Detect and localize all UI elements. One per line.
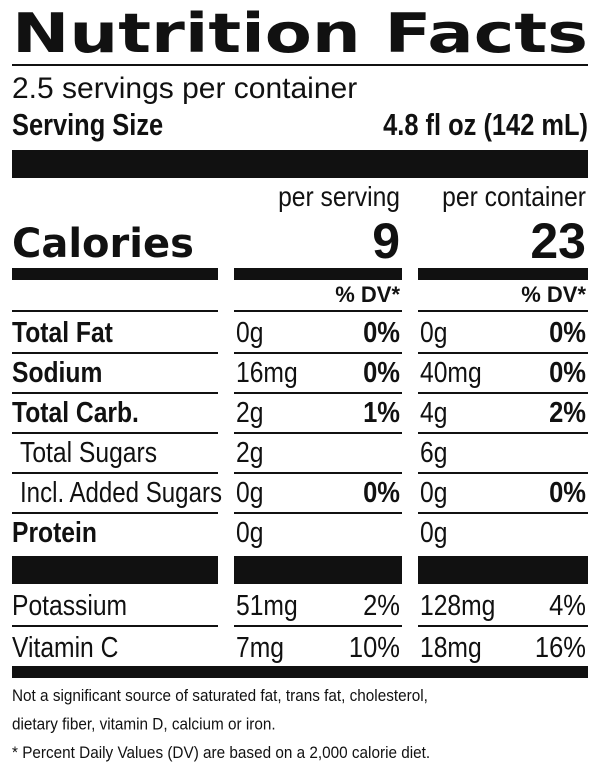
amount: 128mg — [420, 590, 495, 622]
rule — [234, 432, 402, 434]
amount: 6g — [420, 437, 447, 469]
amount: 0g — [236, 477, 263, 509]
amount: 0g — [420, 477, 447, 509]
amount: 4g — [420, 397, 447, 429]
daily-value: 0% — [363, 357, 400, 389]
amount: 51mg — [236, 590, 298, 622]
dv-header: % DV* — [335, 282, 400, 307]
nutrient-name: Total Sugars — [20, 437, 157, 469]
rule — [418, 625, 588, 627]
rule — [234, 512, 402, 514]
rule — [12, 352, 218, 354]
rule — [418, 392, 588, 394]
bar — [234, 268, 402, 280]
daily-value: 10% — [349, 632, 400, 664]
column-header: per serving — [278, 181, 400, 212]
rule — [12, 512, 218, 514]
daily-value: 2% — [549, 397, 586, 429]
amount: 7mg — [236, 632, 284, 664]
rule — [418, 432, 588, 434]
rule — [234, 625, 402, 627]
rule — [12, 625, 218, 627]
rule — [234, 392, 402, 394]
rule — [234, 472, 402, 474]
calories-value: 9 — [372, 213, 400, 269]
nutrient-name: Incl. Added Sugars — [20, 477, 222, 509]
rule — [418, 352, 588, 354]
amount: 0g — [236, 517, 263, 549]
daily-value: 0% — [363, 317, 400, 349]
amount: 0g — [420, 517, 447, 549]
footnote: Not a significant source of saturated fa… — [12, 686, 428, 705]
rule — [12, 432, 218, 434]
rule — [12, 472, 218, 474]
bar — [418, 268, 588, 280]
rule — [418, 472, 588, 474]
amount: 0g — [420, 317, 447, 349]
calories-label: Calories — [12, 221, 194, 267]
thick-bar — [418, 556, 588, 584]
nutrient-name: Total Carb. — [12, 397, 139, 429]
thick-bar — [12, 556, 218, 584]
amount: 0g — [236, 317, 263, 349]
amount: 16mg — [236, 357, 298, 389]
bar — [12, 268, 218, 280]
daily-value: 16% — [535, 632, 586, 664]
thick-bar — [12, 150, 588, 178]
amount: 40mg — [420, 357, 482, 389]
rule — [12, 64, 588, 66]
rule — [418, 310, 588, 312]
serving-size-value: 4.8 fl oz (142 mL) — [383, 107, 588, 142]
daily-value: 1% — [363, 397, 400, 429]
rule — [418, 512, 588, 514]
rule — [12, 392, 218, 394]
calories-value: 23 — [530, 213, 586, 269]
daily-value: 0% — [549, 477, 586, 509]
servings: 2.5 servings per container — [12, 72, 357, 105]
rule — [234, 310, 402, 312]
daily-value: 0% — [363, 477, 400, 509]
serving-size-label: Serving Size — [12, 107, 163, 142]
daily-value: 2% — [363, 590, 400, 622]
amount: 2g — [236, 437, 263, 469]
footnote: dietary fiber, vitamin D, calcium or iro… — [12, 715, 276, 734]
nutrient-name: Total Fat — [12, 317, 113, 349]
dv-header: % DV* — [521, 282, 586, 307]
daily-value: 0% — [549, 357, 586, 389]
rule — [234, 352, 402, 354]
nutrient-name: Vitamin C — [12, 632, 118, 664]
nutrient-name: Sodium — [12, 357, 102, 389]
title: Nutrition Facts — [12, 2, 588, 65]
bar — [12, 666, 588, 678]
footnote: * Percent Daily Values (DV) are based on… — [12, 743, 430, 762]
amount: 18mg — [420, 632, 482, 664]
rule — [12, 310, 218, 312]
daily-value: 4% — [549, 590, 586, 622]
nutrient-name: Protein — [12, 517, 97, 549]
thick-bar — [234, 556, 402, 584]
column-header: per container — [442, 181, 586, 212]
daily-value: 0% — [549, 317, 586, 349]
amount: 2g — [236, 397, 263, 429]
nutrient-name: Potassium — [12, 590, 127, 622]
